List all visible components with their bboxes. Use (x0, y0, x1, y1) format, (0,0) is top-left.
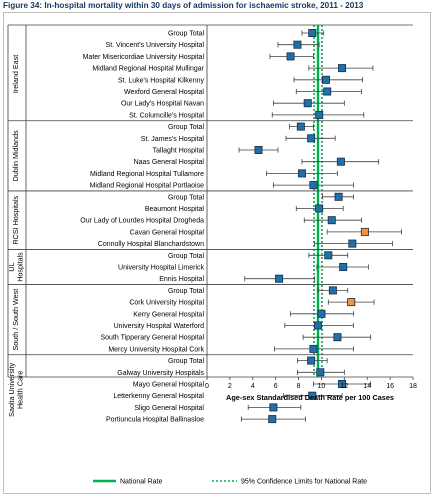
row-label: Mayo General Hospital (133, 382, 205, 389)
row-label: Group Total (168, 288, 205, 295)
row-label: Group Total (168, 194, 205, 201)
row-label: St. Columcille's Hospital (129, 112, 204, 119)
data-point (334, 192, 343, 201)
data-point (293, 40, 302, 49)
data-point (309, 344, 318, 353)
row-label: Connolly Hospital Blanchardstown (98, 241, 204, 248)
x-tick-label: 4 (251, 383, 255, 390)
row-label: Cork University Hospital (129, 300, 204, 307)
row-label: Midland Regional Hospital Portlaoise (90, 183, 205, 190)
row-label: Cavan General Hospital (130, 229, 205, 236)
row-label: Ennis Hospital (159, 276, 204, 283)
group-label: South / South West (11, 289, 20, 351)
row-label: Naas General Hospital (134, 159, 205, 166)
chart-frame (3, 12, 431, 494)
legend-national-label: National Rate (120, 479, 163, 486)
x-tick-label: 18 (409, 383, 417, 390)
row-label: Our Lady's Hospital Navan (121, 101, 204, 108)
row-label: Mercy University Hospital Cork (108, 346, 204, 353)
x-tick-label: 16 (386, 383, 394, 390)
row-label: Beaumont Hospital (145, 206, 205, 213)
data-point (339, 262, 348, 271)
data-point (303, 99, 312, 108)
data-point (328, 286, 337, 295)
data-point (254, 145, 263, 154)
data-point (297, 169, 306, 178)
row-label: Sligo General Hospital (134, 405, 204, 412)
row-label: University Hospital Limerick (118, 265, 204, 272)
data-point (333, 333, 342, 342)
x-tick-label: 12 (340, 383, 348, 390)
row-label: Mater Misericordiae University Hospital (83, 54, 205, 61)
row-label: Portiuncula Hospital Ballinasloe (106, 417, 204, 424)
data-point (308, 28, 317, 37)
row-label: Our Lady of Lourdes Hospital Drogheda (80, 218, 204, 225)
row-label: University Hospital Waterford (114, 323, 204, 330)
row-label: Group Total (168, 124, 205, 131)
x-tick-label: 2 (228, 383, 232, 390)
data-point (315, 204, 324, 213)
group-label: RCSI Hospitals (11, 195, 20, 244)
data-point (309, 181, 318, 190)
data-point (322, 75, 331, 84)
data-point (323, 87, 332, 96)
x-tick-label: 0 (205, 383, 209, 390)
data-point (338, 379, 347, 388)
data-point (338, 64, 347, 73)
row-label: Wexford General Hospital (124, 89, 204, 96)
row-label: Tallaght Hospital (153, 148, 205, 155)
data-point (316, 368, 325, 377)
legend-ci-label: 95% Confidence Limits for National Rate (241, 479, 367, 486)
data-point (307, 134, 316, 143)
row-label: Group Total (168, 253, 205, 260)
row-label: Letterkenny General Hospital (113, 393, 204, 400)
data-point (348, 239, 357, 248)
row-label: Midland Regional Hospital Mullingar (92, 66, 204, 73)
row-label: South Tipperary General Hospital (101, 335, 205, 342)
group-label: Saolta UniversityHealth Care (7, 362, 25, 416)
data-point (296, 122, 305, 131)
x-tick-label: 14 (363, 383, 371, 390)
data-point (275, 274, 284, 283)
x-axis-label: Age-sex Standardised Death Rate per 100 … (226, 393, 394, 402)
row-label: Group Total (168, 31, 205, 38)
outlier-point (360, 227, 369, 236)
x-tick-label: 10 (318, 383, 326, 390)
data-point (307, 356, 316, 365)
group-label: Ireland East (11, 55, 20, 93)
x-tick-label: 8 (297, 383, 301, 390)
data-point (268, 415, 277, 424)
row-label: Group Total (168, 358, 205, 365)
row-label: Midland Regional Hospital Tullamore (90, 171, 204, 178)
row-label: Galway University Hospitals (117, 370, 204, 377)
row-label: St. Luke's Hospital Kilkenny (118, 77, 205, 84)
data-point (315, 110, 324, 119)
data-point (327, 216, 336, 225)
data-point (324, 251, 333, 260)
data-point (269, 403, 278, 412)
figure-title: Figure 34: In-hospital mortality within … (3, 1, 364, 10)
data-point (308, 391, 317, 400)
group-label: Dublin Midlands (11, 130, 20, 182)
data-point (336, 157, 345, 166)
outlier-point (347, 298, 356, 307)
row-label: St. James's Hospital (141, 136, 205, 143)
row-label: St. Vincent's University Hospital (106, 42, 205, 49)
data-point (286, 52, 295, 61)
data-point (314, 321, 323, 330)
x-tick-label: 6 (274, 383, 278, 390)
row-label: Kerry General Hospital (133, 311, 204, 318)
group-label: ULHospitals (7, 252, 25, 282)
data-point (317, 309, 326, 318)
